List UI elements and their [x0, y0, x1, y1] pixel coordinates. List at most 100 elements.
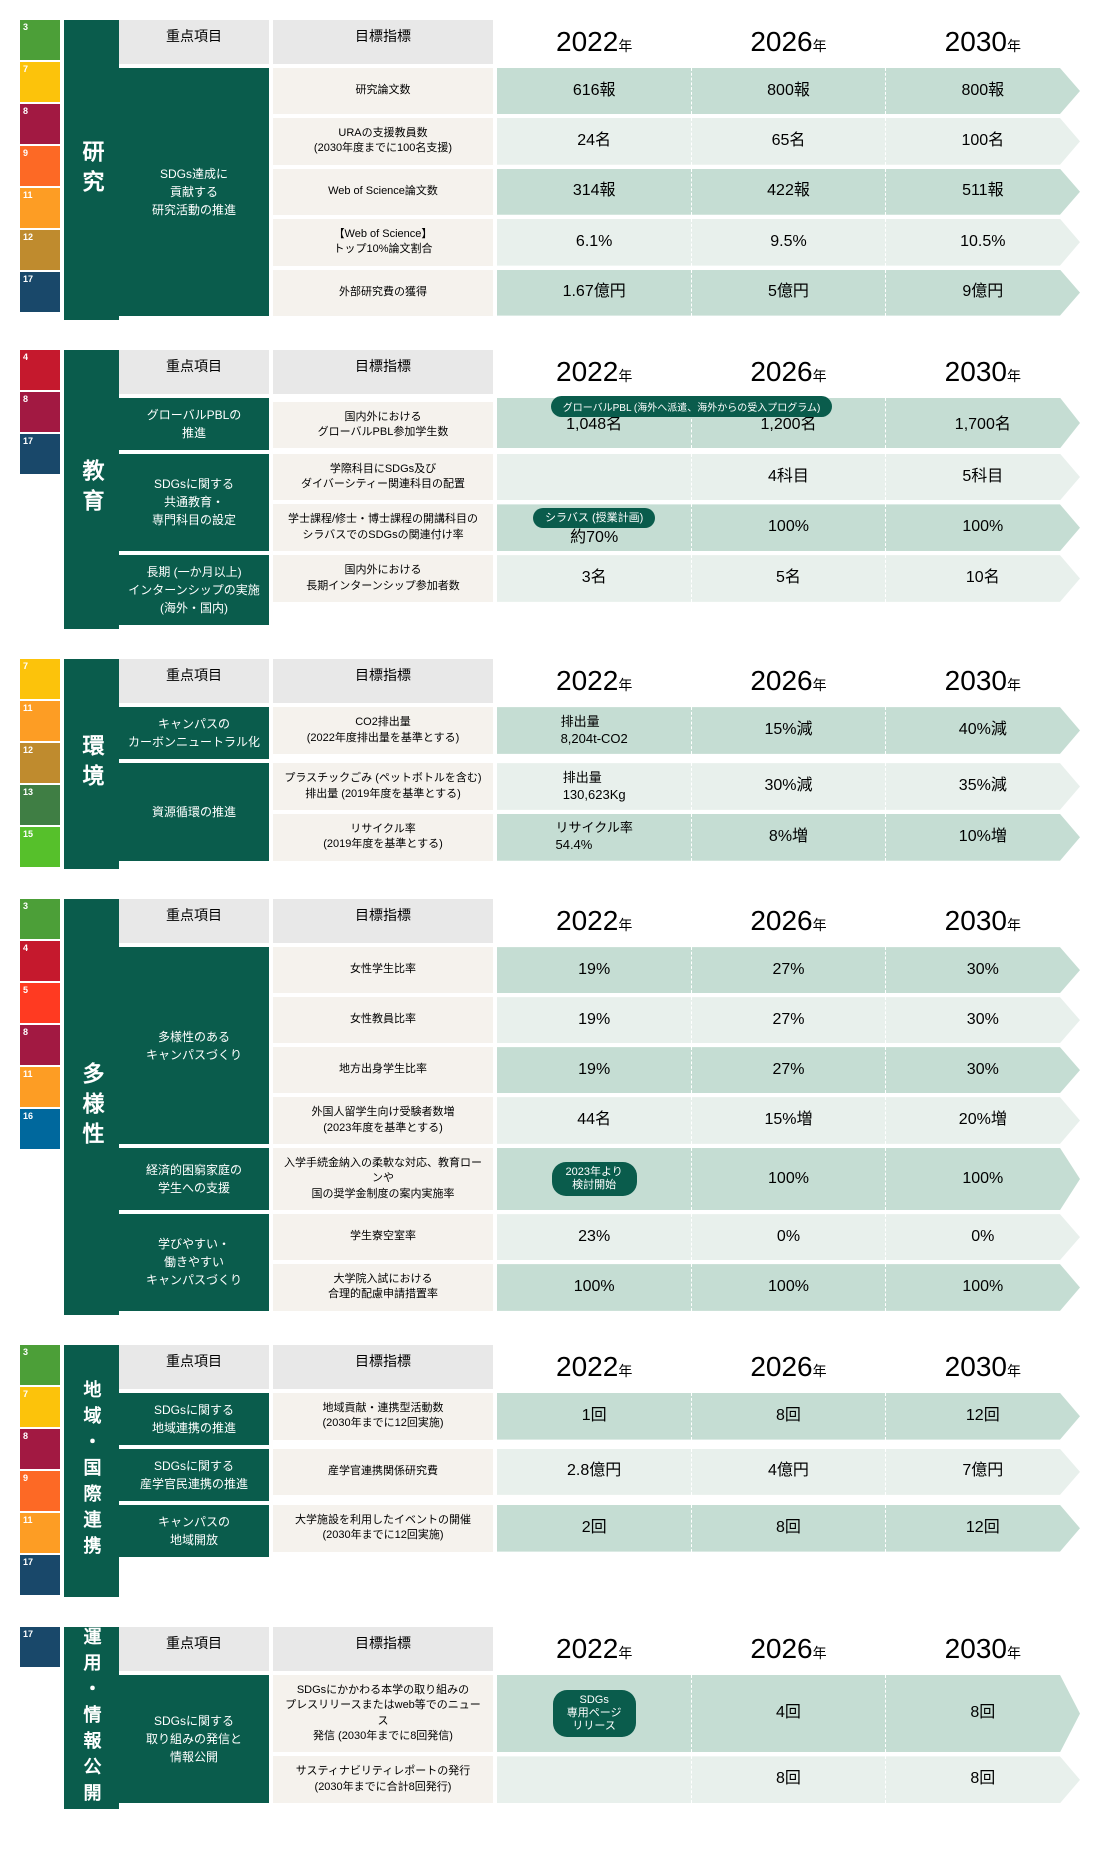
header-year: 2030年 [886, 1627, 1080, 1671]
indicator-cell: サスティナビリティレポートの発行(2030年までに合計8回発行) [273, 1756, 493, 1803]
value-cell: 1回 [497, 1393, 691, 1440]
value-cell: 800報 [886, 68, 1080, 114]
rows-stack: 国内外における長期インターンシップ参加者数3名5名10名 [273, 555, 1080, 625]
value-cell: 30% [886, 1047, 1080, 1093]
value-cell: 9.5% [691, 219, 885, 266]
header-row: 重点項目目標指標2022年2026年2030年 [119, 350, 1080, 394]
priority-group: グローバルPBLの推進国内外におけるグローバルPBL参加学生数1,048名1,2… [119, 398, 1080, 450]
header-year: 2030年 [886, 659, 1080, 703]
value-cell: 800報 [691, 68, 885, 114]
header-priority: 重点項目 [119, 899, 269, 943]
priority-group: SDGsに関する産学官民連携の推進産学官連携関係研究費2.8億円4億円7億円 [119, 1449, 1080, 1501]
header-year: 2022年 [497, 659, 691, 703]
value-cell: 100名 [886, 118, 1080, 165]
section-content: 重点項目目標指標2022年2026年2030年SDGs達成に貢献する研究活動の推… [119, 20, 1080, 320]
value-cell: 15%減 [691, 707, 885, 754]
priority-cell: SDGsに関する共通教育・専門科目の設定 [119, 454, 269, 552]
header-year: 2022年 [497, 899, 691, 943]
indicator-cell: Web of Science論文数 [273, 169, 493, 215]
header-year: 2030年 [886, 1345, 1080, 1389]
header-year: 2022年 [497, 1345, 691, 1389]
section-content: 重点項目目標指標2022年2026年2030年SDGsに関する取り組みの発信と情… [119, 1627, 1080, 1809]
sdg-icon-7: 7 [20, 62, 60, 102]
value-cell: シラバス (授業計画)約70% [497, 504, 691, 551]
data-row: 大学院入試における合理的配慮申請措置率100%100%100% [273, 1264, 1080, 1311]
priority-group: 学びやすい・働きやすいキャンパスづくり学生寮空室率23%0%0%大学院入試におけ… [119, 1214, 1080, 1311]
sdg-icons: 3789111217 [20, 20, 60, 320]
priority-group: SDGsに関する地域連携の推進地域貢献・連携型活動数(2030年までに12回実施… [119, 1393, 1080, 1445]
section-operation: 17運用・情報公開重点項目目標指標2022年2026年2030年SDGsに関する… [20, 1627, 1080, 1809]
priority-group: キャンパスの地域開放大学施設を利用したイベントの開催(2030年までに12回実施… [119, 1505, 1080, 1557]
indicator-cell: URAの支援教員数(2030年度までに100名支援) [273, 118, 493, 165]
value-cell: 19% [497, 1047, 691, 1093]
value-cell: 排出量8,204t-CO2 [497, 707, 691, 754]
header-indicator: 目標指標 [273, 20, 493, 64]
value-cell: 24名 [497, 118, 691, 165]
header-priority: 重点項目 [119, 1345, 269, 1389]
priority-group: キャンパスのカーボンニュートラル化CO2排出量(2022年度排出量を基準とする)… [119, 707, 1080, 759]
value-cell: 0% [691, 1214, 885, 1260]
value-cell: 1.67億円 [497, 270, 691, 316]
data-row: 女性学生比率19%27%30% [273, 947, 1080, 993]
indicator-cell: 国内外における長期インターンシップ参加者数 [273, 555, 493, 602]
sdg-icon-11: 11 [20, 188, 60, 228]
header-indicator: 目標指標 [273, 1627, 493, 1671]
indicator-cell: 外部研究費の獲得 [273, 270, 493, 316]
header-priority: 重点項目 [119, 20, 269, 64]
value-cell: 19% [497, 947, 691, 993]
value-cell: SDGs専用ページリリース [497, 1675, 691, 1753]
value-cell: 5名 [691, 555, 885, 602]
value-cell: 8回 [691, 1505, 885, 1552]
section-environment: 711121315環境重点項目目標指標2022年2026年2030年キャンパスの… [20, 659, 1080, 869]
priority-cell: 多様性のあるキャンパスづくり [119, 947, 269, 1144]
header-indicator: 目標指標 [273, 1345, 493, 1389]
value-cell [497, 1756, 691, 1803]
priority-cell: キャンパスの地域開放 [119, 1505, 269, 1557]
sdg-icons: 711121315 [20, 659, 60, 869]
value-cell: 100% [691, 504, 885, 551]
data-row: SDGsにかかわる本学の取り組みのプレスリリースまたはweb等でのニュース発信 … [273, 1675, 1080, 1753]
rows-stack: 学際科目にSDGs及びダイバーシティー関連科目の配置4科目5科目学士課程/修士・… [273, 454, 1080, 552]
value-cell: リサイクル率54.4% [497, 814, 691, 861]
data-row: 学士課程/修士・博士課程の開講科目のシラバスでのSDGsの関連付け率シラバス (… [273, 504, 1080, 551]
header-priority: 重点項目 [119, 659, 269, 703]
sdg-icon-12: 12 [20, 743, 60, 783]
section-content: 重点項目目標指標2022年2026年2030年グローバルPBLの推進国内外におけ… [119, 350, 1080, 630]
priority-cell: SDGsに関する産学官民連携の推進 [119, 1449, 269, 1501]
priority-cell: SDGs達成に貢献する研究活動の推進 [119, 68, 269, 316]
priority-cell: キャンパスのカーボンニュートラル化 [119, 707, 269, 759]
indicator-cell: 学士課程/修士・博士課程の開講科目のシラバスでのSDGsの関連付け率 [273, 504, 493, 551]
indicator-cell: 【Web of Science】トップ10%論文割合 [273, 219, 493, 266]
sdg-icon-8: 8 [20, 392, 60, 432]
value-cell: 10%増 [886, 814, 1080, 861]
priority-cell: 学びやすい・働きやすいキャンパスづくり [119, 1214, 269, 1311]
data-row: 外国人留学生向け受験者数増(2023年度を基準とする)44名15%増20%増 [273, 1097, 1080, 1144]
value-cell: 100% [886, 504, 1080, 551]
sdg-icons: 37891117 [20, 1345, 60, 1597]
data-row: 女性教員比率19%27%30% [273, 997, 1080, 1043]
rows-stack: 大学施設を利用したイベントの開催(2030年までに12回実施)2回8回12回 [273, 1505, 1080, 1557]
value-cell: 4回 [691, 1675, 885, 1753]
section-education: 4817教育重点項目目標指標2022年2026年2030年グローバルPBLの推進… [20, 350, 1080, 630]
header-year: 2030年 [886, 350, 1080, 394]
value-cell: 4億円 [691, 1449, 885, 1495]
value-cell: 2023年より検討開始 [497, 1148, 691, 1210]
sdg-icon-17: 17 [20, 434, 60, 474]
value-cell: 100% [497, 1264, 691, 1311]
section-research: 3789111217研究重点項目目標指標2022年2026年2030年SDGs達… [20, 20, 1080, 320]
top-badge: グローバルPBL (海外へ派遣、海外からの受入プログラム) [503, 396, 880, 417]
sdg-icon-11: 11 [20, 1513, 60, 1553]
value-cell: 8回 [886, 1675, 1080, 1753]
rows-stack: 産学官連携関係研究費2.8億円4億円7億円 [273, 1449, 1080, 1501]
value-cell: 2回 [497, 1505, 691, 1552]
data-row: 産学官連携関係研究費2.8億円4億円7億円 [273, 1449, 1080, 1495]
sdg-icon-11: 11 [20, 1067, 60, 1107]
value-cell: 8回 [886, 1756, 1080, 1803]
section-regional: 37891117地域・国際連携重点項目目標指標2022年2026年2030年SD… [20, 1345, 1080, 1597]
header-year: 2030年 [886, 899, 1080, 943]
indicator-cell: 学生寮空室率 [273, 1214, 493, 1260]
value-cell: 65名 [691, 118, 885, 165]
rows-stack: 女性学生比率19%27%30%女性教員比率19%27%30%地方出身学生比率19… [273, 947, 1080, 1144]
header-row: 重点項目目標指標2022年2026年2030年 [119, 899, 1080, 943]
data-row: 外部研究費の獲得1.67億円5億円9億円 [273, 270, 1080, 316]
